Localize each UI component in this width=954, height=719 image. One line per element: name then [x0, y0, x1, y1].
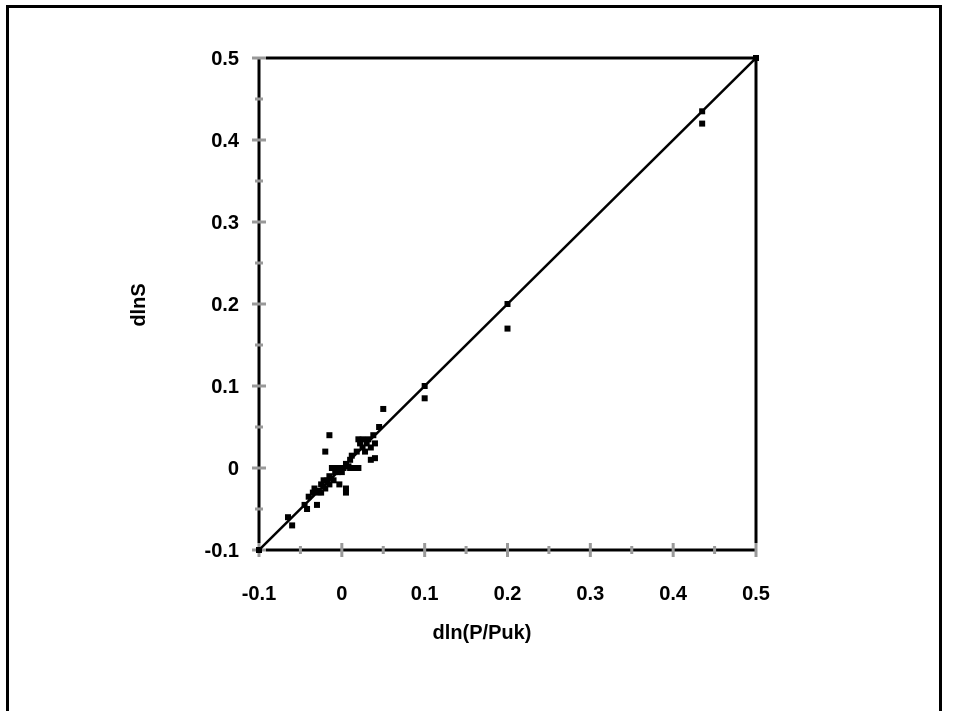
x-tick-label: 0.1 [411, 583, 439, 605]
data-point [330, 465, 337, 471]
y-tick-label: 0.3 [211, 212, 239, 234]
data-point [340, 465, 347, 471]
x-axis-ticks [257, 543, 758, 557]
y-tick-label: 0.1 [211, 376, 239, 398]
data-point [380, 405, 387, 412]
data-point [367, 456, 374, 463]
data-point [256, 547, 262, 553]
data-point [318, 481, 325, 488]
data-point [334, 469, 341, 476]
data-point [753, 55, 759, 61]
data-point [338, 469, 345, 476]
data-point [367, 444, 374, 451]
data-point [334, 465, 341, 471]
data-point [336, 481, 343, 488]
data-point [348, 452, 355, 459]
data-point [284, 514, 291, 521]
data-point [305, 493, 312, 500]
data-point [362, 448, 369, 455]
data-point [323, 477, 330, 484]
y-axis-title: dlnS [128, 283, 150, 326]
data-point [351, 465, 358, 471]
data-point [322, 448, 329, 455]
data-point [365, 436, 372, 443]
x-tick-label: 0 [336, 583, 347, 605]
data-point [355, 436, 362, 443]
data-point [357, 440, 364, 447]
data-point [320, 477, 327, 484]
data-point [371, 440, 378, 447]
data-point [318, 489, 325, 496]
data-point [326, 473, 333, 480]
y-tick-label: 0 [228, 458, 239, 480]
data-point [371, 455, 378, 462]
y-tick-label: -0.1 [205, 540, 239, 562]
x-axis-title: dln(P/Puk) [433, 622, 532, 644]
data-point [504, 301, 511, 307]
y-axis-tick-labels: -0.1 0 0.1 0.2 0.3 0.4 0.5 [205, 48, 240, 562]
data-point [376, 424, 383, 430]
data-point [347, 465, 354, 471]
y-tick-label: 0.5 [211, 48, 239, 70]
data-point [289, 522, 296, 529]
data-point [359, 436, 366, 443]
data-point [699, 108, 706, 115]
data-point [347, 456, 354, 463]
y-tick-label: 0.4 [211, 130, 240, 152]
data-points [256, 55, 759, 553]
y-axis-ticks [252, 56, 266, 552]
x-tick-label: 0.4 [659, 583, 688, 605]
data-point [370, 432, 377, 439]
data-point [359, 444, 366, 451]
data-point [326, 432, 333, 439]
y-tick-label: 0.2 [211, 294, 239, 316]
data-point [309, 489, 316, 496]
data-point [322, 485, 329, 492]
data-point [355, 465, 362, 471]
data-point [342, 485, 349, 492]
x-tick-label: -0.1 [242, 583, 276, 605]
chart-frame [6, 5, 942, 711]
x-tick-label: 0.2 [494, 583, 522, 605]
data-point [301, 501, 308, 508]
data-point [330, 477, 337, 484]
x-tick-label: 0.3 [576, 583, 604, 605]
data-point [313, 501, 320, 508]
data-point [421, 395, 428, 402]
data-point [699, 120, 706, 127]
x-axis-tick-labels: -0.1 0 0.1 0.2 0.3 0.4 0.5 [242, 583, 770, 605]
data-point [304, 506, 311, 512]
data-point [342, 489, 349, 496]
data-point [363, 440, 370, 447]
x-tick-label: 0.5 [742, 583, 770, 605]
data-point [504, 325, 511, 332]
data-point [353, 448, 360, 455]
data-point [326, 481, 333, 488]
data-point [421, 383, 428, 389]
